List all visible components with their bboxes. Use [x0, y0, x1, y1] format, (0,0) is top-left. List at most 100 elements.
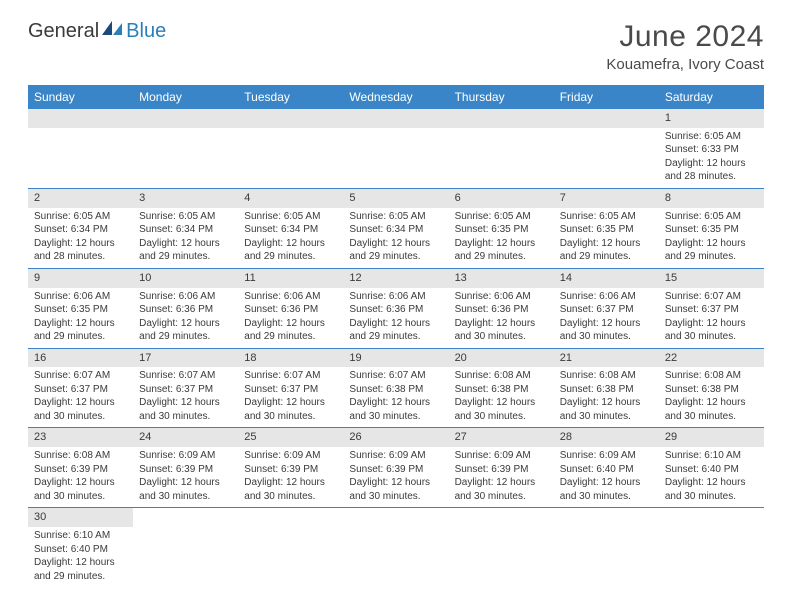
brand-logo: GeneralBlue — [28, 20, 166, 43]
day-number-cell: 12 — [343, 268, 448, 287]
day-number: 2 — [28, 189, 133, 208]
daylight-text: Daylight: 12 hours — [665, 396, 758, 410]
day-number: 20 — [449, 349, 554, 368]
week-body-row: Sunrise: 6:06 AMSunset: 6:35 PMDaylight:… — [28, 288, 764, 349]
day-cell — [343, 527, 448, 587]
day-number-cell: 26 — [343, 428, 448, 447]
day-body: Sunrise: 6:07 AMSunset: 6:38 PMDaylight:… — [343, 367, 448, 427]
day-number-cell: 25 — [238, 428, 343, 447]
day-number: 30 — [28, 508, 133, 527]
daylight-text: Daylight: 12 hours — [560, 476, 653, 490]
day-header: Friday — [554, 85, 659, 109]
week-daynum-row: 30 — [28, 508, 764, 527]
sunset-text: Sunset: 6:34 PM — [139, 223, 232, 237]
daylight-text: and 29 minutes. — [560, 250, 653, 264]
sunrise-text: Sunrise: 6:08 AM — [455, 369, 548, 383]
day-body: Sunrise: 6:05 AMSunset: 6:34 PMDaylight:… — [343, 208, 448, 268]
daylight-text: and 30 minutes. — [455, 410, 548, 424]
daylight-text: and 28 minutes. — [34, 250, 127, 264]
day-cell — [133, 527, 238, 587]
sunrise-text: Sunrise: 6:05 AM — [455, 210, 548, 224]
sunrise-text: Sunrise: 6:07 AM — [665, 290, 758, 304]
day-number-cell: 7 — [554, 188, 659, 207]
sunrise-text: Sunrise: 6:06 AM — [455, 290, 548, 304]
day-body: Sunrise: 6:05 AMSunset: 6:33 PMDaylight:… — [659, 128, 764, 188]
daylight-text: Daylight: 12 hours — [139, 396, 232, 410]
week-body-row: Sunrise: 6:05 AMSunset: 6:34 PMDaylight:… — [28, 208, 764, 269]
sunrise-text: Sunrise: 6:08 AM — [665, 369, 758, 383]
daylight-text: Daylight: 12 hours — [34, 396, 127, 410]
day-cell — [554, 128, 659, 189]
daylight-text: and 29 minutes. — [244, 330, 337, 344]
day-number-cell: 22 — [659, 348, 764, 367]
day-number: 24 — [133, 428, 238, 447]
daylight-text: and 30 minutes. — [244, 410, 337, 424]
sunset-text: Sunset: 6:36 PM — [349, 303, 442, 317]
day-cell: Sunrise: 6:06 AMSunset: 6:35 PMDaylight:… — [28, 288, 133, 349]
day-cell: Sunrise: 6:06 AMSunset: 6:37 PMDaylight:… — [554, 288, 659, 349]
day-cell: Sunrise: 6:08 AMSunset: 6:38 PMDaylight:… — [554, 367, 659, 428]
day-number-cell: 30 — [28, 508, 133, 527]
day-body: Sunrise: 6:08 AMSunset: 6:39 PMDaylight:… — [28, 447, 133, 507]
day-body: Sunrise: 6:09 AMSunset: 6:40 PMDaylight:… — [554, 447, 659, 507]
day-body: Sunrise: 6:06 AMSunset: 6:36 PMDaylight:… — [133, 288, 238, 348]
week-daynum-row: 1 — [28, 109, 764, 128]
day-number-cell: 16 — [28, 348, 133, 367]
daylight-text: and 30 minutes. — [244, 490, 337, 504]
day-cell: Sunrise: 6:09 AMSunset: 6:39 PMDaylight:… — [133, 447, 238, 508]
daylight-text: and 30 minutes. — [34, 410, 127, 424]
daylight-text: Daylight: 12 hours — [349, 396, 442, 410]
day-number-cell — [133, 109, 238, 128]
day-header: Saturday — [659, 85, 764, 109]
daylight-text: Daylight: 12 hours — [34, 476, 127, 490]
day-cell — [343, 128, 448, 189]
day-cell — [554, 527, 659, 587]
sunset-text: Sunset: 6:38 PM — [665, 383, 758, 397]
day-number-cell: 11 — [238, 268, 343, 287]
day-number-cell: 9 — [28, 268, 133, 287]
day-number: 4 — [238, 189, 343, 208]
day-cell: Sunrise: 6:06 AMSunset: 6:36 PMDaylight:… — [133, 288, 238, 349]
day-cell: Sunrise: 6:09 AMSunset: 6:40 PMDaylight:… — [554, 447, 659, 508]
day-header: Thursday — [449, 85, 554, 109]
day-number: 3 — [133, 189, 238, 208]
sunset-text: Sunset: 6:36 PM — [244, 303, 337, 317]
day-body: Sunrise: 6:05 AMSunset: 6:35 PMDaylight:… — [449, 208, 554, 268]
day-cell — [449, 527, 554, 587]
daylight-text: and 30 minutes. — [665, 410, 758, 424]
location-subtitle: Kouamefra, Ivory Coast — [606, 56, 764, 73]
sunrise-text: Sunrise: 6:09 AM — [244, 449, 337, 463]
day-number-cell: 13 — [449, 268, 554, 287]
sunset-text: Sunset: 6:36 PM — [455, 303, 548, 317]
day-body: Sunrise: 6:09 AMSunset: 6:39 PMDaylight:… — [343, 447, 448, 507]
day-cell — [238, 527, 343, 587]
week-daynum-row: 2345678 — [28, 188, 764, 207]
daylight-text: Daylight: 12 hours — [665, 157, 758, 171]
sail-icon — [102, 21, 122, 35]
daylight-text: and 30 minutes. — [665, 330, 758, 344]
sunrise-text: Sunrise: 6:05 AM — [34, 210, 127, 224]
day-cell: Sunrise: 6:07 AMSunset: 6:37 PMDaylight:… — [28, 367, 133, 428]
day-number: 6 — [449, 189, 554, 208]
day-number-cell: 23 — [28, 428, 133, 447]
daylight-text: Daylight: 12 hours — [455, 317, 548, 331]
day-cell: Sunrise: 6:09 AMSunset: 6:39 PMDaylight:… — [343, 447, 448, 508]
day-number: 13 — [449, 269, 554, 288]
day-number-cell: 4 — [238, 188, 343, 207]
day-number: 11 — [238, 269, 343, 288]
day-number-cell — [28, 109, 133, 128]
day-cell: Sunrise: 6:09 AMSunset: 6:39 PMDaylight:… — [238, 447, 343, 508]
sunset-text: Sunset: 6:35 PM — [665, 223, 758, 237]
brand-part1: General — [28, 20, 99, 43]
day-cell — [28, 128, 133, 189]
day-body: Sunrise: 6:07 AMSunset: 6:37 PMDaylight:… — [238, 367, 343, 427]
sunset-text: Sunset: 6:33 PM — [665, 143, 758, 157]
day-number: 7 — [554, 189, 659, 208]
day-body: Sunrise: 6:05 AMSunset: 6:35 PMDaylight:… — [554, 208, 659, 268]
day-number-cell: 10 — [133, 268, 238, 287]
day-cell: Sunrise: 6:06 AMSunset: 6:36 PMDaylight:… — [449, 288, 554, 349]
day-cell — [238, 128, 343, 189]
day-body: Sunrise: 6:06 AMSunset: 6:36 PMDaylight:… — [343, 288, 448, 348]
day-number: 25 — [238, 428, 343, 447]
day-cell — [133, 128, 238, 189]
